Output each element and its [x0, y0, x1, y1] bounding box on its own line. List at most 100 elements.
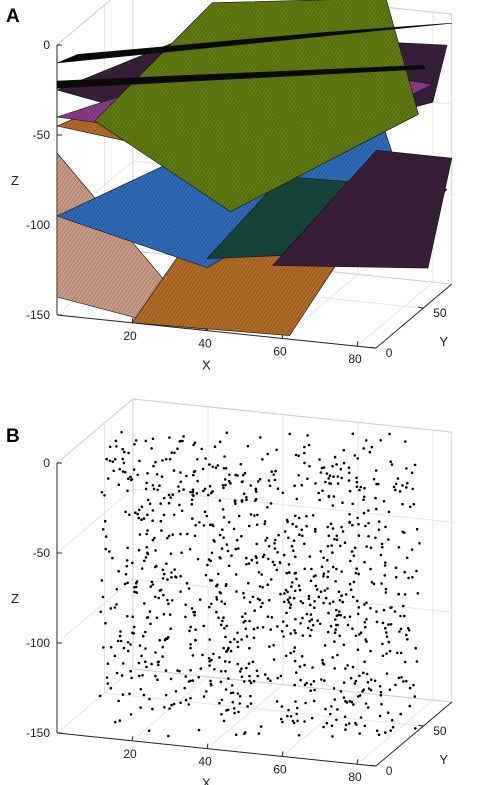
scatter-point [195, 492, 199, 495]
scatter-point [343, 541, 347, 544]
scatter-point [128, 692, 131, 696]
scatter-point [355, 476, 358, 480]
scatter-point [193, 534, 197, 538]
z-tick-label: 0 [43, 38, 50, 52]
scatter-point [338, 610, 341, 613]
scatter-point [246, 705, 249, 708]
scatter-point [245, 563, 248, 566]
scatter-point [331, 656, 335, 659]
x-tick [281, 751, 284, 757]
scatter-point [194, 523, 197, 527]
scatter-point [370, 445, 374, 449]
scatter-point [221, 619, 224, 623]
scatter-point [193, 470, 197, 473]
scatter-point [348, 700, 352, 703]
axes-group: 0 -50 -100 -150 20 40 60 80 0 50 X Y Z [11, 398, 453, 785]
scatter-point [377, 528, 381, 531]
scatter-point [224, 635, 227, 639]
scatter-point [353, 682, 357, 685]
scatter-point [100, 491, 104, 494]
scatter-point [292, 539, 296, 542]
scatter-point [279, 592, 282, 596]
scatter-point [119, 639, 123, 643]
scatter-point [242, 596, 246, 599]
scatter-point [189, 625, 192, 629]
scatter-point [362, 447, 366, 450]
scatter-point [144, 630, 147, 634]
scatter-point [151, 538, 155, 542]
scatter-point [162, 593, 165, 597]
scatter-point [258, 585, 262, 588]
scatter-point [256, 674, 260, 678]
scatter-point [275, 448, 278, 452]
scatter-point [405, 556, 409, 560]
scatter-point [207, 558, 211, 561]
scatter-point [118, 719, 122, 722]
scatter-point [402, 680, 405, 683]
scatter-point [117, 699, 120, 703]
scatter-point [367, 521, 370, 525]
scatter-point [223, 602, 227, 606]
scatter-point [342, 448, 346, 452]
scatter-point [239, 463, 243, 466]
scatter-point [317, 595, 321, 599]
scatter-point [287, 601, 291, 604]
scatter-point [326, 525, 330, 529]
scatter-point [321, 658, 324, 662]
scatter-point [394, 488, 397, 492]
scatter-point [154, 674, 157, 678]
scatter-point [351, 432, 355, 435]
scatter-point [364, 625, 367, 629]
y-tick-label: 0 [386, 764, 393, 778]
scatter-point [109, 645, 113, 649]
scatter-point [284, 654, 288, 657]
scatter-point [255, 669, 259, 673]
scatter-point [309, 613, 313, 616]
scatter-point [293, 646, 297, 649]
scatter-point [179, 471, 182, 474]
scatter-point [349, 676, 353, 680]
scatter-point [233, 499, 237, 502]
scatter-point [235, 590, 238, 593]
scatter-point [177, 485, 180, 488]
panel-b: 0 -50 -100 -150 20 40 60 80 0 50 X Y Z B [0, 392, 484, 785]
scatter-point [208, 664, 211, 667]
scatter-point [169, 677, 173, 681]
scatter-point [197, 728, 201, 732]
scatter-point [363, 560, 366, 564]
scatter-point [210, 602, 213, 606]
scatter-point [182, 435, 185, 438]
scatter-point [191, 488, 195, 491]
scatter-point [381, 621, 385, 625]
scatter-point [357, 606, 361, 609]
scatter-point [285, 624, 289, 627]
x-tick [131, 735, 134, 741]
scatter-point [184, 603, 187, 606]
scatter-point [129, 713, 133, 716]
grid-line [56, 578, 134, 644]
scatter-point [176, 669, 179, 672]
scatter-point [237, 710, 240, 714]
scatter-point [387, 640, 391, 644]
scatter-point [331, 464, 334, 468]
scatter-point [334, 580, 337, 583]
x-tick [131, 317, 134, 323]
scatter-point [284, 588, 288, 592]
scatter-point [179, 480, 183, 484]
scatter-point [336, 475, 340, 478]
scatter-point [364, 638, 367, 641]
scatter-point [291, 581, 294, 584]
scatter-point [121, 662, 125, 665]
scatter-point [218, 499, 222, 502]
scatter-plot: 0 -50 -100 -150 20 40 60 80 0 50 X Y Z [11, 398, 453, 785]
scatter-point [264, 539, 267, 542]
scatter-point [180, 509, 184, 513]
scatter-point [288, 596, 292, 599]
scatter-point [134, 511, 137, 514]
scatter-point [390, 463, 394, 466]
y-tick [370, 764, 376, 767]
scatter-point [218, 533, 222, 537]
scatter-point [109, 607, 113, 610]
scatter-point [375, 507, 378, 511]
scatter-point [322, 466, 326, 469]
